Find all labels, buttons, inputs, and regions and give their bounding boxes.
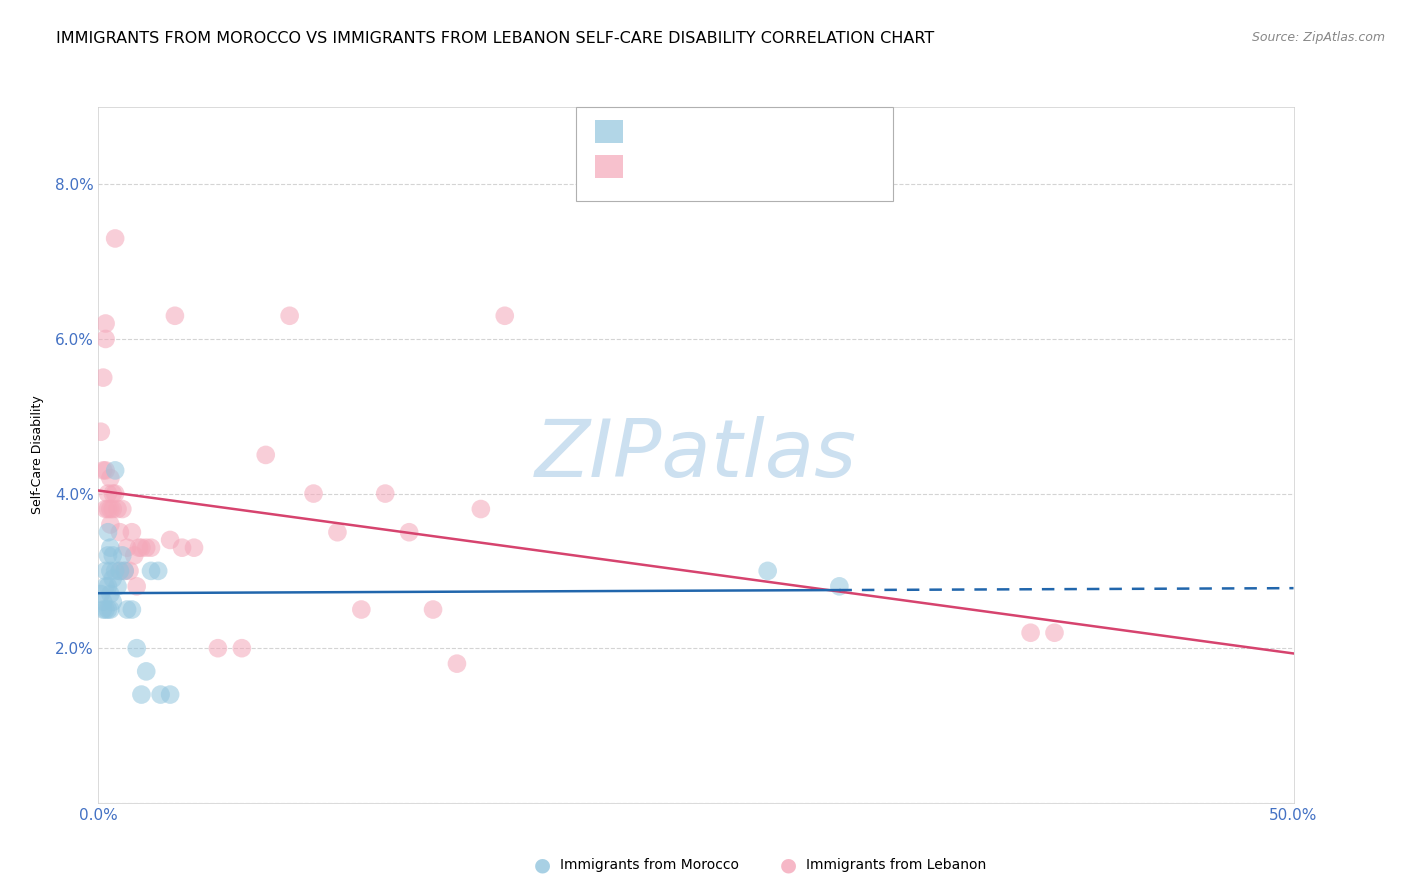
Point	[1019, 625, 1042, 640]
Point	[91, 370, 114, 384]
Point	[172, 541, 194, 555]
Point	[756, 564, 779, 578]
Point	[104, 463, 127, 477]
Point	[101, 502, 124, 516]
Point	[94, 602, 117, 616]
Point	[121, 602, 143, 616]
Point	[90, 587, 112, 601]
Point	[114, 564, 136, 578]
Point	[115, 602, 138, 616]
Text: ●: ●	[534, 855, 551, 875]
Point	[121, 525, 143, 540]
Point	[159, 533, 181, 547]
Point	[101, 549, 124, 563]
Point	[350, 602, 373, 616]
Point	[326, 525, 349, 540]
Point	[183, 541, 205, 555]
Point	[125, 641, 148, 656]
Point	[422, 602, 444, 616]
Point	[149, 688, 172, 702]
Point	[97, 525, 120, 540]
Point	[98, 471, 122, 485]
Point	[94, 502, 117, 516]
Text: R =: R =	[630, 122, 666, 140]
Point	[94, 579, 117, 593]
Point	[398, 525, 420, 540]
Point	[115, 541, 138, 555]
Point	[94, 463, 117, 477]
Point	[148, 564, 170, 578]
Text: 0.054: 0.054	[668, 158, 716, 176]
Point	[108, 564, 131, 578]
Point	[135, 665, 157, 679]
Point	[131, 688, 153, 702]
Point	[494, 309, 516, 323]
Text: 34: 34	[758, 122, 779, 140]
Point	[159, 688, 181, 702]
Point	[98, 541, 122, 555]
Point	[94, 564, 117, 578]
Text: R =: R =	[630, 158, 666, 176]
Point	[163, 309, 186, 323]
Point	[97, 602, 120, 616]
Point	[104, 486, 127, 500]
Point	[107, 579, 129, 593]
Point	[470, 502, 492, 516]
Point	[131, 541, 153, 555]
Point	[278, 309, 301, 323]
Point	[91, 463, 114, 477]
Point	[108, 525, 131, 540]
Point	[302, 486, 325, 500]
Point	[91, 602, 114, 616]
Point	[104, 564, 127, 578]
Y-axis label: Self-Care Disability: Self-Care Disability	[31, 395, 44, 515]
Point	[101, 572, 124, 586]
Point	[98, 602, 122, 616]
Text: 0.061: 0.061	[668, 122, 716, 140]
Point	[114, 564, 136, 578]
Point	[111, 502, 134, 516]
Point	[98, 587, 122, 601]
Point	[97, 486, 120, 500]
Point	[124, 549, 146, 563]
Point	[118, 564, 141, 578]
Point	[125, 579, 148, 593]
Point	[97, 502, 120, 516]
Point	[446, 657, 468, 671]
Point	[374, 486, 396, 500]
Point	[94, 317, 117, 331]
Text: IMMIGRANTS FROM MOROCCO VS IMMIGRANTS FROM LEBANON SELF-CARE DISABILITY CORRELAT: IMMIGRANTS FROM MOROCCO VS IMMIGRANTS FR…	[56, 31, 935, 46]
Text: Immigrants from Morocco: Immigrants from Morocco	[560, 858, 738, 872]
Point	[101, 486, 124, 500]
Point	[90, 425, 112, 439]
Point	[135, 541, 157, 555]
Text: Source: ZipAtlas.com: Source: ZipAtlas.com	[1251, 31, 1385, 45]
Point	[231, 641, 253, 656]
Text: Immigrants from Lebanon: Immigrants from Lebanon	[806, 858, 986, 872]
Point	[98, 564, 122, 578]
Point	[128, 541, 150, 555]
Text: N =: N =	[718, 158, 755, 176]
Point	[1043, 625, 1066, 640]
Point	[828, 579, 851, 593]
Point	[94, 332, 117, 346]
Text: N =: N =	[718, 122, 755, 140]
Point	[108, 564, 131, 578]
Point	[207, 641, 229, 656]
Point	[98, 517, 122, 532]
Point	[139, 541, 162, 555]
Point	[111, 549, 134, 563]
Point	[107, 502, 129, 516]
Point	[104, 231, 127, 245]
Point	[101, 595, 124, 609]
Point	[139, 564, 162, 578]
Point	[97, 549, 120, 563]
Text: ●: ●	[780, 855, 797, 875]
Point	[254, 448, 277, 462]
Point	[91, 595, 114, 609]
Point	[97, 579, 120, 593]
Point	[98, 502, 122, 516]
Text: 49: 49	[758, 158, 779, 176]
Text: ZIPatlas: ZIPatlas	[534, 416, 858, 494]
